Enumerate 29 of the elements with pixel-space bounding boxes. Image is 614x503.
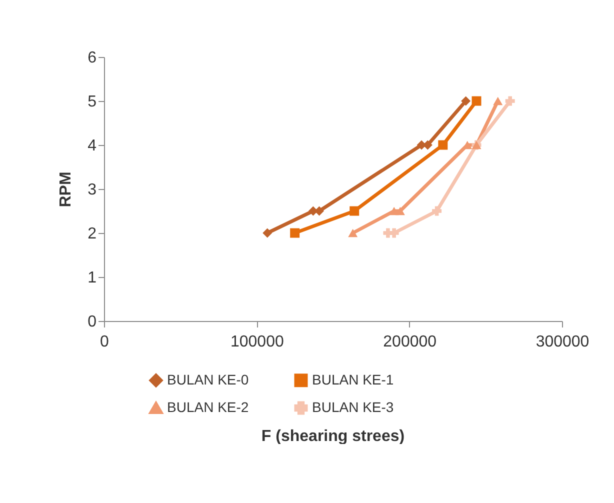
point	[290, 228, 300, 238]
legend-label: BULAN KE-3	[312, 399, 394, 415]
y-tick-label: 5	[88, 94, 97, 110]
x-tick-label: 200000	[383, 334, 437, 350]
legend-label: BULAN KE-0	[167, 371, 249, 388]
x-tick-label: 100000	[230, 334, 284, 350]
point	[461, 96, 471, 106]
point	[350, 206, 360, 216]
point	[314, 206, 324, 216]
y-tick-label: 0	[88, 314, 97, 330]
legend-label: BULAN KE-2	[167, 399, 249, 415]
point	[493, 96, 503, 106]
y-tick-label: 3	[88, 182, 97, 198]
y-tick-label: 2	[88, 226, 97, 242]
point	[472, 96, 482, 106]
point	[432, 206, 442, 216]
y-axis-title: RPM	[58, 172, 75, 208]
x-tick-label: 300000	[536, 334, 590, 350]
y-tick-label: 1	[88, 270, 97, 286]
point	[395, 206, 405, 216]
y-tick-label: 6	[88, 50, 97, 66]
legend-label: BULAN KE-1	[312, 371, 394, 388]
point	[505, 96, 515, 106]
point	[438, 140, 448, 150]
point	[389, 228, 399, 238]
x-tick-label: 0	[100, 334, 110, 350]
point	[262, 228, 272, 238]
y-tick-label: 4	[88, 138, 97, 154]
point	[348, 228, 358, 238]
